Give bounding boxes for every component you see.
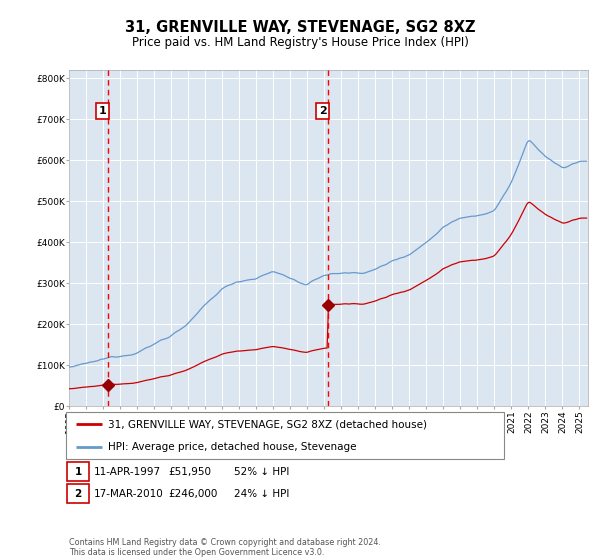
Text: 2: 2 bbox=[319, 106, 326, 116]
Text: HPI: Average price, detached house, Stevenage: HPI: Average price, detached house, Stev… bbox=[108, 442, 356, 452]
Text: £51,950: £51,950 bbox=[168, 466, 211, 477]
Text: 31, GRENVILLE WAY, STEVENAGE, SG2 8XZ (detached house): 31, GRENVILLE WAY, STEVENAGE, SG2 8XZ (d… bbox=[108, 419, 427, 430]
Text: Contains HM Land Registry data © Crown copyright and database right 2024.
This d: Contains HM Land Registry data © Crown c… bbox=[69, 538, 381, 557]
Text: 1: 1 bbox=[99, 106, 107, 116]
Text: 31, GRENVILLE WAY, STEVENAGE, SG2 8XZ: 31, GRENVILLE WAY, STEVENAGE, SG2 8XZ bbox=[125, 20, 475, 35]
Text: 17-MAR-2010: 17-MAR-2010 bbox=[94, 489, 164, 499]
Text: 1: 1 bbox=[74, 466, 82, 477]
Text: 52% ↓ HPI: 52% ↓ HPI bbox=[234, 466, 289, 477]
Text: £246,000: £246,000 bbox=[168, 489, 217, 499]
Text: 11-APR-1997: 11-APR-1997 bbox=[94, 466, 161, 477]
Text: Price paid vs. HM Land Registry's House Price Index (HPI): Price paid vs. HM Land Registry's House … bbox=[131, 36, 469, 49]
Text: 2: 2 bbox=[74, 489, 82, 499]
Text: 24% ↓ HPI: 24% ↓ HPI bbox=[234, 489, 289, 499]
